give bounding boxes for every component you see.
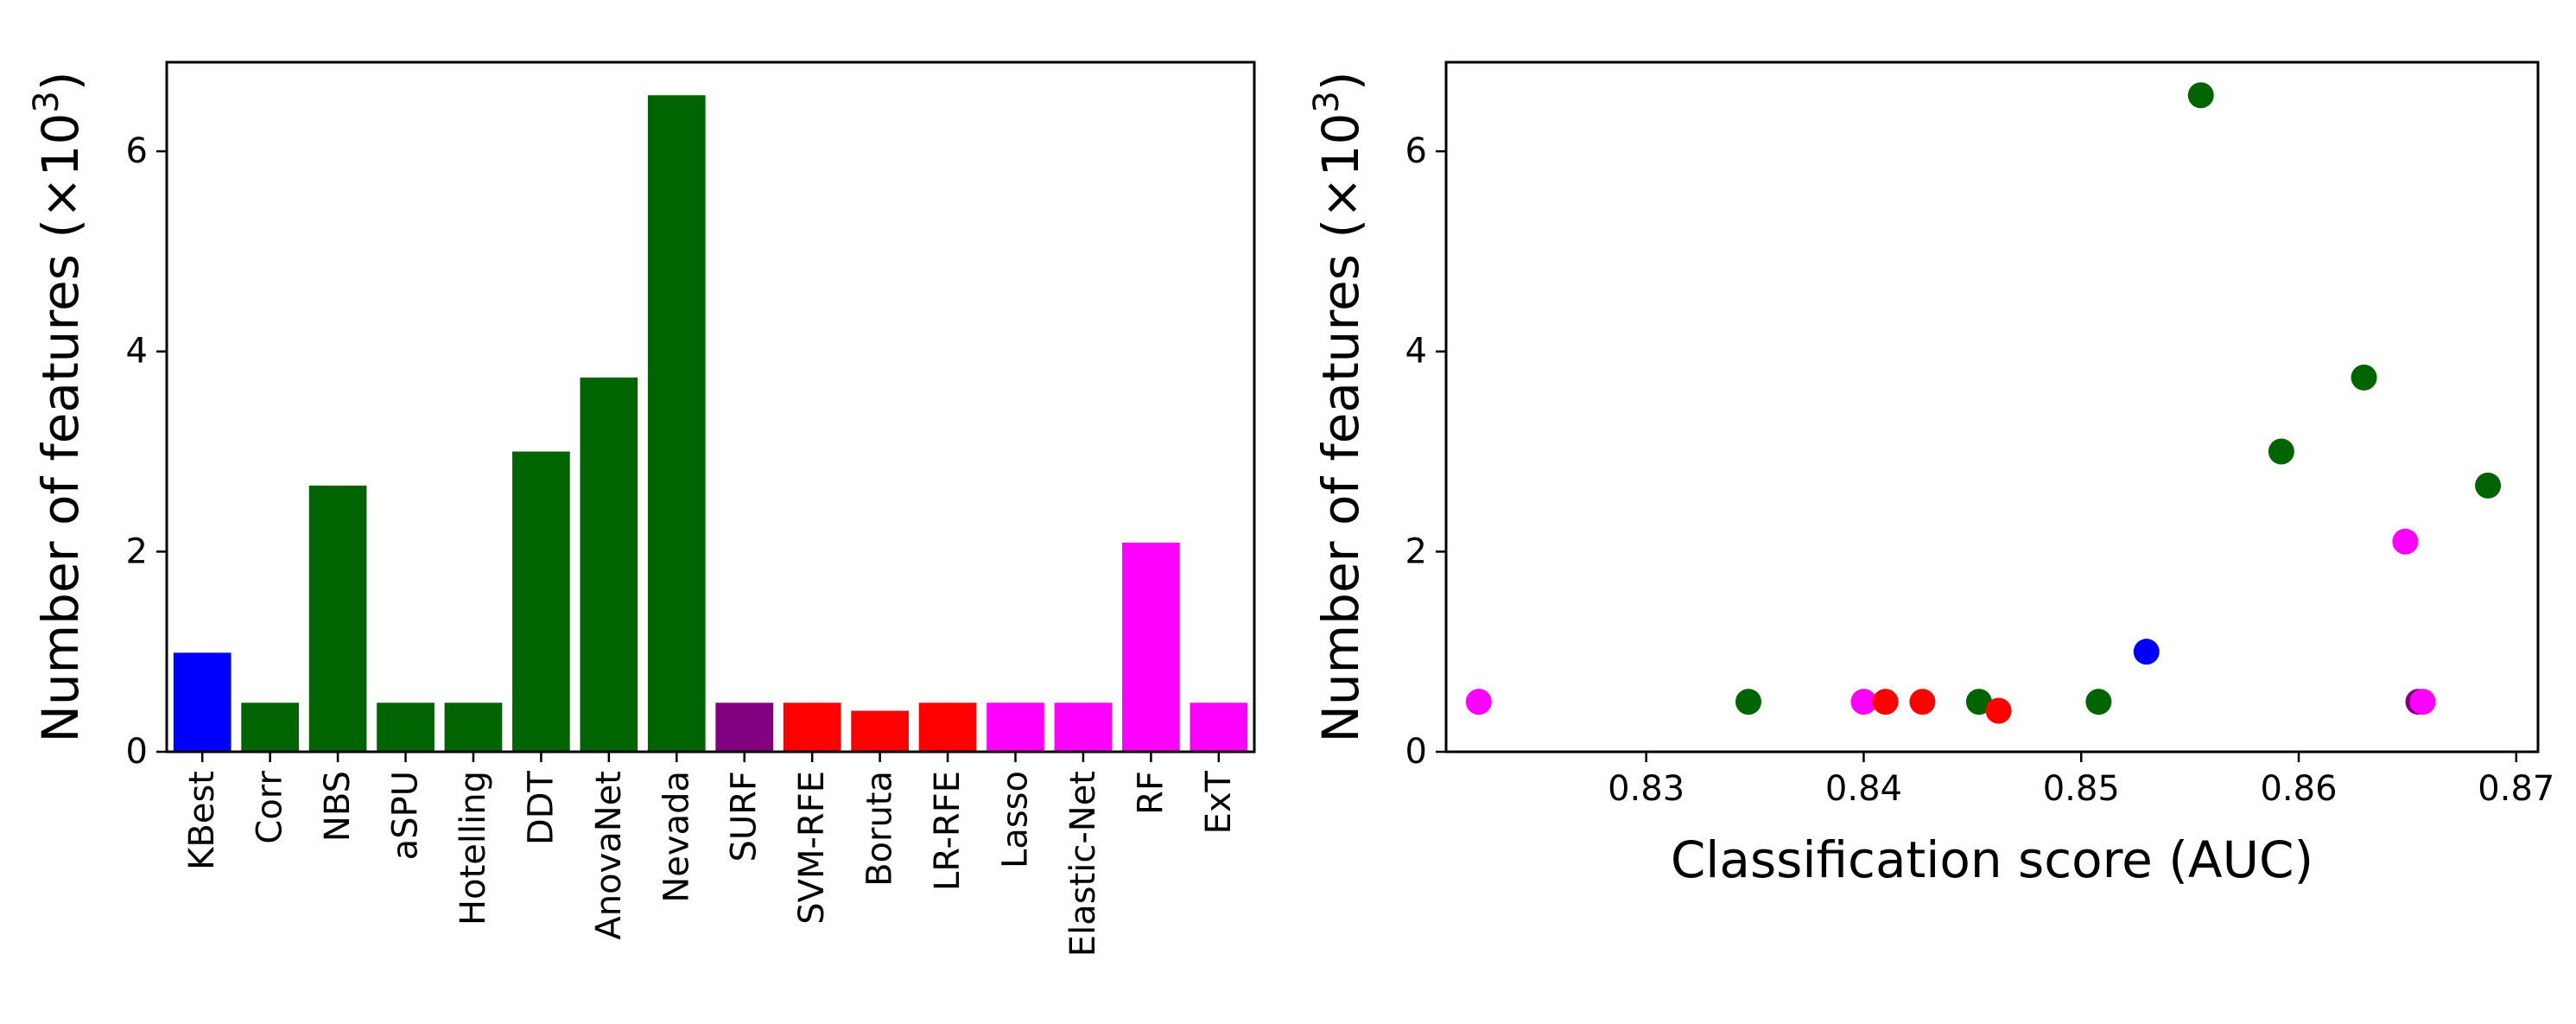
bar-y-axis-label-exponent: 3 [27, 91, 67, 112]
scatter-y-tick-label: 4 [1405, 332, 1427, 372]
bar-y-tick-label: 6 [126, 131, 148, 171]
bar-x-tick-label: AnovaNet [589, 771, 629, 940]
scatter-point [1965, 689, 1992, 716]
bar-x-tick-label: SVM-RFE [792, 771, 832, 925]
bar-y-axis-label-close: ) [31, 72, 90, 92]
bar-surf [715, 703, 774, 752]
bar-ddt [512, 451, 570, 752]
bar-nbs [308, 485, 367, 752]
bar-y-axis-label-main: Number of features (×10 [31, 113, 90, 743]
bar-x-tick-label: Elastic-Net [1063, 771, 1103, 957]
scatter-y-axis-label-close: ) [1311, 72, 1370, 92]
scatter-y-axis-label: Number of features (×103) [1307, 72, 1370, 743]
bar-x-tick-label: Lasso [995, 771, 1035, 868]
scatter-x-axis-label: Classification score (AUC) [1671, 830, 2313, 889]
scatter-point [1850, 689, 1877, 716]
bar-boruta [851, 710, 909, 752]
scatter-point [1909, 689, 1936, 716]
bar-x-tick-label: SURF [725, 771, 765, 862]
bar-x-tick-label: Boruta [860, 771, 900, 887]
scatter-point [2351, 364, 2377, 391]
scatter-point [2187, 82, 2214, 109]
scatter-point [2392, 528, 2419, 555]
bar-x-tick-label: NBS [318, 771, 358, 842]
scatter-y-tick-label: 6 [1405, 131, 1427, 171]
bar-plot-frame [165, 60, 1256, 754]
bar-svm-rfe [783, 703, 841, 752]
bar-y-axis-label: Number of features (×103) [27, 72, 90, 743]
scatter-point [2085, 689, 2112, 716]
scatter-x-tick-label: 0.87 [2478, 769, 2554, 809]
bar-ext [1190, 703, 1248, 752]
scatter-y-axis-label-main: Number of features (×10 [1311, 113, 1370, 743]
bar-x-tick-label: ExT [1199, 770, 1239, 834]
bar-corr [241, 703, 299, 752]
scatter-x-tick-label: 0.83 [1608, 769, 1685, 809]
bar-y-tick-label: 2 [126, 531, 148, 571]
bar-rf [1122, 542, 1180, 752]
bar-y-tick-label: 4 [126, 332, 148, 372]
bar-x-tick-label: LR-RFE [928, 771, 968, 891]
bar-x-tick-label: DDT [521, 770, 561, 845]
scatter-chart-panel: 0 2 4 6 0.83 0.84 0.85 0.86 0.87 Number of feat… [1307, 60, 2554, 889]
scatter-y-tick-label: 2 [1405, 531, 1427, 571]
bar-x-tick-label: KBest [182, 771, 222, 870]
scatter-x-tick-label: 0.85 [2043, 769, 2120, 809]
bar-series [173, 95, 1248, 753]
scatter-series [1465, 82, 2502, 724]
bar-x-tick-label: Nevada [657, 771, 696, 903]
scatter-y-tick-label: 0 [1405, 732, 1427, 772]
scatter-y-axis-label-exponent: 3 [1307, 91, 1347, 112]
bar-x-tick-label: aSPU [386, 771, 426, 860]
bar-anovanet [580, 377, 638, 752]
bar-x-tick-label: Hotelling [454, 771, 493, 925]
bar-nevada [647, 95, 706, 753]
scatter-point [1872, 689, 1899, 716]
bar-aspu [377, 703, 435, 752]
bar-x-ticks: KBest Corr NBS aSPU Hotelling DDT AnovaNet Neva… [182, 752, 1239, 957]
scatter-point [1985, 697, 2012, 724]
scatter-y-ticks: 0 2 4 6 [1405, 131, 1446, 772]
scatter-point [2268, 438, 2294, 465]
scatter-x-ticks: 0.83 0.84 0.85 0.86 0.87 [1608, 752, 2554, 809]
scatter-point [2409, 689, 2436, 716]
bar-chart-panel: 0 2 4 6 KBest Corr NBS aSPU Hotelling DDT AnovaNe… [27, 60, 1256, 957]
bar-elastic-net [1054, 703, 1113, 752]
scatter-point [2475, 472, 2502, 499]
bar-kbest [173, 652, 232, 752]
bar-x-tick-label: RF [1131, 771, 1171, 815]
scatter-plot-frame [1444, 60, 2540, 754]
bar-lasso [987, 703, 1044, 752]
scatter-point [2133, 639, 2160, 665]
bar-y-ticks: 0 2 4 6 [126, 131, 167, 772]
bar-hotelling [444, 703, 503, 752]
scatter-point [1465, 689, 1492, 716]
bar-lr-rfe [918, 703, 977, 752]
bar-x-tick-label: Corr [251, 770, 290, 843]
bar-y-tick-label: 0 [126, 732, 148, 772]
scatter-x-tick-label: 0.84 [1825, 769, 1902, 809]
scatter-point [1735, 689, 1761, 716]
scatter-x-tick-label: 0.86 [2260, 769, 2337, 809]
